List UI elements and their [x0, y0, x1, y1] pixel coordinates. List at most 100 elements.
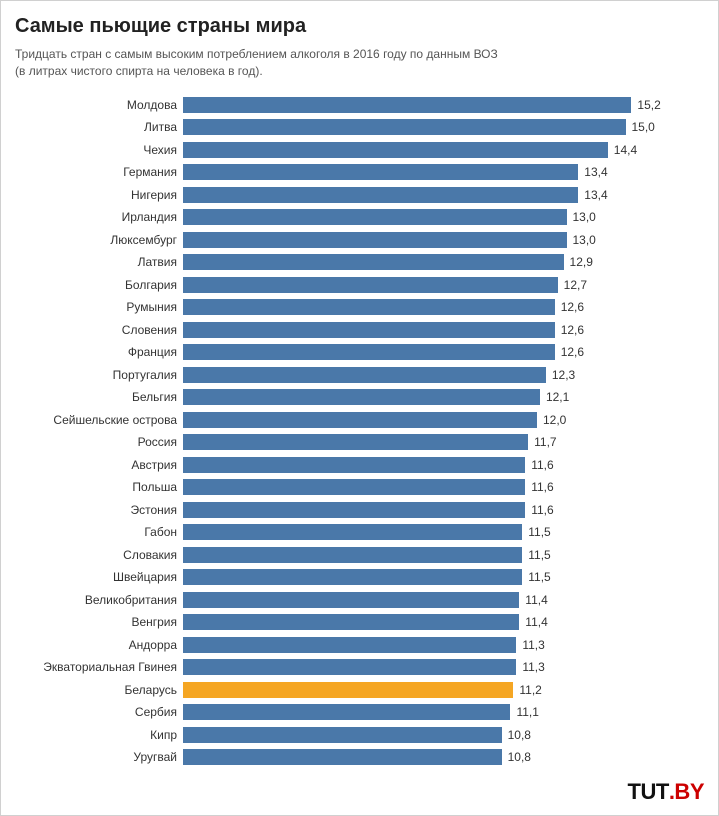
bar	[183, 704, 510, 720]
bar-chart: Молдова 15,2 Литва15,0 Чехия14,4Германия13,…	[15, 94, 704, 769]
bar-area: 11,6	[183, 479, 704, 495]
bar-row: Словакия11,5	[15, 544, 704, 567]
bar-value: 15,2	[637, 98, 660, 112]
bar	[183, 164, 578, 180]
bar-row: Австрия11,6	[15, 454, 704, 477]
bar-row: Сейшельские острова12,0	[15, 409, 704, 432]
bar-label: Нигерия	[15, 188, 183, 202]
bar	[183, 412, 537, 428]
bar	[183, 479, 525, 495]
bar-row: Эстония11,6	[15, 499, 704, 522]
bar	[183, 344, 555, 360]
bar	[183, 727, 502, 743]
bar	[183, 142, 608, 158]
bar-row: Великобритания 11,4	[15, 589, 704, 612]
bar-label: Франция	[15, 345, 183, 359]
bar-label: Португалия	[15, 368, 183, 382]
bar-value: 12,6	[561, 300, 584, 314]
bar-area: 13,4	[183, 187, 704, 203]
bar	[183, 299, 555, 315]
bar	[183, 659, 516, 675]
bar-row: Германия13,4	[15, 161, 704, 184]
bar-row: Люксембург 13,0	[15, 229, 704, 252]
bar-area: 11,5	[183, 569, 704, 585]
bar-area: 13,4	[183, 164, 704, 180]
bar-label: Беларусь	[15, 683, 183, 697]
bar-area: 10,8	[183, 749, 704, 765]
bar-value: 11,2	[519, 683, 541, 697]
brand-main: TUT	[628, 779, 669, 805]
bar	[183, 277, 558, 293]
bar-row: Бельгия12,1	[15, 386, 704, 409]
bar-area: 15,0	[183, 119, 704, 135]
bar-value: 11,3	[522, 638, 544, 652]
subtitle-line-2: (в литрах чистого спирта на человека в г…	[15, 64, 263, 78]
bar-area: 12,6	[183, 299, 704, 315]
bar-highlight	[183, 682, 513, 698]
bar-row: Швейцария11,5	[15, 566, 704, 589]
bar-label: Ирландия	[15, 210, 183, 224]
bar-area: 15,2	[183, 97, 704, 113]
bar-label: Уругвай	[15, 750, 183, 764]
bar-label: Словения	[15, 323, 183, 337]
bar-label: Литва	[15, 120, 183, 134]
bar-value: 11,6	[531, 480, 553, 494]
subtitle-line-1: Тридцать стран с самым высоким потреблен…	[15, 47, 498, 61]
chart-container: Самые пьющие страны мира Тридцать стран …	[0, 0, 719, 816]
bar-row: Ирландия13,0	[15, 206, 704, 229]
bar	[183, 502, 525, 518]
bar-area: 12,1	[183, 389, 704, 405]
bar-value: 11,4	[525, 593, 547, 607]
bar-value: 12,6	[561, 345, 584, 359]
bar-value: 11,3	[522, 660, 544, 674]
bar-value: 13,4	[584, 165, 607, 179]
bar	[183, 367, 546, 383]
bar	[183, 749, 502, 765]
bar-area: 13,0	[183, 232, 704, 248]
bar-row: Экваториальная Гвинея 11,3	[15, 656, 704, 679]
bar-label: Великобритания	[15, 593, 183, 607]
bar-area: 11,3	[183, 637, 704, 653]
bar-row: Словения 12,6	[15, 319, 704, 342]
bar-label: Австрия	[15, 458, 183, 472]
bar-area: 12,6	[183, 344, 704, 360]
bar-value: 11,5	[528, 570, 550, 584]
bar-label: Словакия	[15, 548, 183, 562]
bar	[183, 569, 522, 585]
bar-value: 12,1	[546, 390, 569, 404]
bar-area: 10,8	[183, 727, 704, 743]
bar-value: 10,8	[508, 750, 531, 764]
bar	[183, 547, 522, 563]
bar-value: 13,0	[573, 233, 596, 247]
bar-value: 12,6	[561, 323, 584, 337]
bar-area: 11,1	[183, 704, 704, 720]
bar-label: Кипр	[15, 728, 183, 742]
bar-value: 11,6	[531, 503, 553, 517]
bar-row: Андорра11,3	[15, 634, 704, 657]
bar-row: Венгрия11,4	[15, 611, 704, 634]
bar-row: Румыния 12,6	[15, 296, 704, 319]
bar-area: 12,0	[183, 412, 704, 428]
bar-row: Болгария12,7	[15, 274, 704, 297]
bar-label: Экваториальная Гвинея	[15, 660, 183, 674]
bar-area: 13,0	[183, 209, 704, 225]
bar-value: 11,5	[528, 525, 550, 539]
bar-area: 11,2	[183, 682, 704, 698]
bar-area: 11,5	[183, 524, 704, 540]
bar-row: Беларусь 11,2	[15, 679, 704, 702]
bar-label: Люксембург	[15, 233, 183, 247]
bar-label: Румыния	[15, 300, 183, 314]
bar-label: Венгрия	[15, 615, 183, 629]
bar	[183, 457, 525, 473]
bar	[183, 637, 516, 653]
bar-value: 12,0	[543, 413, 566, 427]
bar-row: Россия11,7	[15, 431, 704, 454]
bar-area: 11,5	[183, 547, 704, 563]
bar-value: 14,4	[614, 143, 637, 157]
chart-title: Самые пьющие страны мира	[15, 15, 704, 38]
bar-row: Чехия14,4	[15, 139, 704, 162]
bar-area: 11,6	[183, 457, 704, 473]
bar	[183, 524, 522, 540]
bar-label: Молдова	[15, 98, 183, 112]
bar-area: 12,3	[183, 367, 704, 383]
